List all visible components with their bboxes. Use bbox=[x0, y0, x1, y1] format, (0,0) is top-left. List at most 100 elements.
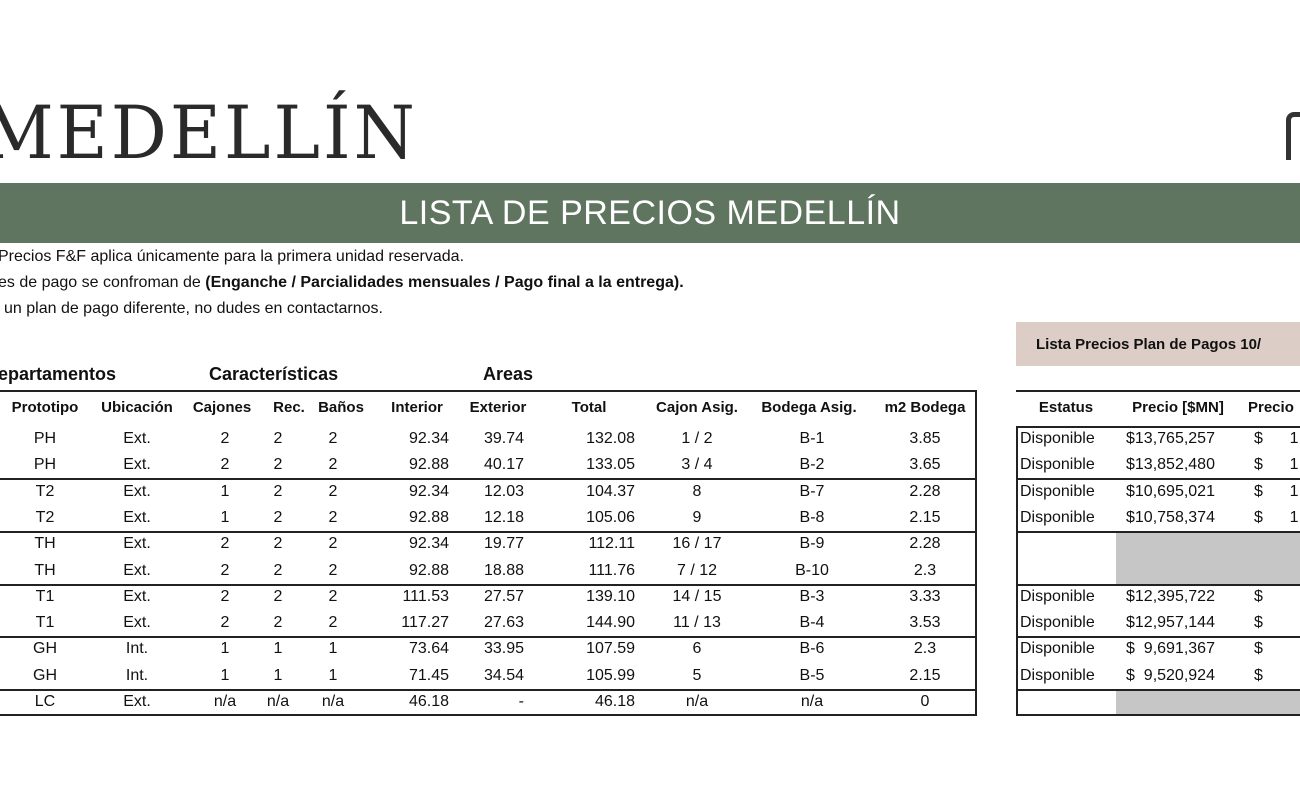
cell-cajones: 1 bbox=[220, 508, 230, 526]
table-row: GH Int. 1 1 1 71.45 34.54 105.99 5 B-5 2.15 Disponi… bbox=[0, 663, 1300, 689]
cell-bodega: B-2 bbox=[799, 456, 825, 474]
group-divider bbox=[0, 584, 977, 586]
table-row: PH Ext. 2 2 2 92.88 40.17 133.05 3 / 4 B-2 3.65 Dis… bbox=[0, 452, 1300, 478]
cell-prototipo: TH bbox=[34, 561, 56, 579]
col-header-cajon-asig: Cajon Asig. bbox=[656, 399, 738, 416]
cell-cajones: 1 bbox=[220, 640, 230, 658]
table-row: PH Ext. 2 2 2 92.34 39.74 132.08 1 / 2 B-1 3.85 Dis… bbox=[0, 426, 1300, 452]
cell-total: 105.06 bbox=[586, 508, 635, 526]
col-header-cajones: Cajones bbox=[192, 399, 252, 416]
cell-ubicacion: Ext. bbox=[123, 430, 151, 447]
cell-rec: 1 bbox=[273, 666, 283, 684]
cell-precio: $13,852,480 bbox=[1126, 456, 1215, 474]
cell-precio2: $ bbox=[1254, 614, 1263, 632]
cell-cajon: 14 / 15 bbox=[672, 587, 722, 605]
cell-estatus: Disponible bbox=[1020, 430, 1095, 447]
cell-m2: 2.3 bbox=[913, 561, 937, 579]
brand-logo: MEDELLÍN bbox=[0, 89, 418, 177]
cell-cajones: 1 bbox=[220, 482, 230, 500]
cell-cajon: 9 bbox=[692, 508, 702, 526]
cell-rec: 2 bbox=[273, 535, 283, 553]
cell-estatus: Disponible bbox=[1020, 640, 1095, 658]
cell-prototipo: GH bbox=[33, 640, 57, 658]
cell-bodega: B-6 bbox=[799, 640, 825, 658]
cell-exterior: 34.54 bbox=[483, 666, 524, 684]
cell-exterior: - bbox=[518, 693, 524, 710]
cell-banos: 2 bbox=[328, 430, 338, 447]
cell-rec: 1 bbox=[273, 640, 283, 658]
cell-rec: 2 bbox=[273, 614, 283, 632]
cell-interior: 92.34 bbox=[408, 482, 449, 500]
cell-cajon: 5 bbox=[692, 666, 702, 684]
cell-estatus: Disponible bbox=[1020, 614, 1095, 632]
cell-total: 144.90 bbox=[586, 614, 635, 632]
cell-interior: 73.64 bbox=[408, 640, 449, 658]
cell-ubicacion: Ext. bbox=[123, 561, 151, 579]
cell-cajones: 2 bbox=[220, 587, 230, 605]
cell-total: 112.11 bbox=[588, 535, 635, 553]
cell-banos: 2 bbox=[328, 482, 338, 500]
cell-cajon: 8 bbox=[692, 482, 702, 500]
cell-total: 107.59 bbox=[586, 640, 635, 658]
cell-exterior: 12.18 bbox=[483, 508, 524, 526]
cell-bodega: B-9 bbox=[799, 535, 825, 553]
cell-rec: 2 bbox=[273, 456, 283, 474]
cell-ubicacion: Int. bbox=[125, 640, 149, 658]
cell-exterior: 27.63 bbox=[483, 614, 524, 632]
cell-interior: 111.53 bbox=[402, 587, 449, 605]
cell-m2: 0 bbox=[920, 693, 930, 710]
status-table-top-rule bbox=[1016, 390, 1300, 392]
col-header-exterior: Exterior bbox=[469, 399, 527, 416]
cell-banos: n/a bbox=[321, 693, 345, 710]
cell-prototipo: GH bbox=[33, 666, 57, 684]
cell-total: 139.10 bbox=[586, 587, 635, 605]
cell-banos: 1 bbox=[328, 640, 338, 658]
cell-precio2: $ 1 bbox=[1254, 456, 1299, 474]
cell-banos: 2 bbox=[328, 587, 338, 605]
col-header-ubicacion: Ubicación bbox=[101, 399, 173, 416]
table-row: T2 Ext. 1 2 2 92.34 12.03 104.37 8 B-7 2.28 Disponi… bbox=[0, 479, 1300, 505]
col-header-prototipo: Prototipo bbox=[11, 399, 79, 416]
cell-precio2: $ bbox=[1254, 587, 1263, 605]
cell-cajones: 2 bbox=[220, 430, 230, 447]
cell-banos: 1 bbox=[328, 666, 338, 684]
cell-cajones: 2 bbox=[220, 535, 230, 553]
cell-ubicacion: Ext. bbox=[123, 535, 151, 553]
cell-bodega: B-8 bbox=[799, 508, 825, 526]
cell-rec: 2 bbox=[273, 587, 283, 605]
col-header-banos: Baños bbox=[318, 399, 364, 416]
cell-ubicacion: Ext. bbox=[123, 693, 151, 710]
note-line-3: un plan de pago diferente, no dudes en c… bbox=[4, 300, 383, 317]
cell-m2: 2.15 bbox=[909, 666, 941, 684]
col-header-bodega-asig: Bodega Asig. bbox=[761, 399, 857, 416]
cell-ubicacion: Ext. bbox=[123, 587, 151, 605]
cell-estatus: Disponible bbox=[1020, 456, 1095, 474]
payment-plan-header: Lista Precios Plan de Pagos 10/ bbox=[1016, 322, 1300, 366]
cell-banos: 2 bbox=[328, 508, 338, 526]
secondary-logo-mark bbox=[1286, 112, 1300, 160]
cell-m2: 2.28 bbox=[909, 482, 941, 500]
cell-precio: $ 9,520,924 bbox=[1126, 666, 1215, 684]
cell-ubicacion: Ext. bbox=[123, 508, 151, 526]
cell-banos: 2 bbox=[328, 561, 338, 579]
page-title: LISTA DE PRECIOS MEDELLÍN bbox=[399, 193, 901, 232]
cell-exterior: 39.74 bbox=[483, 430, 524, 447]
cell-ubicacion: Int. bbox=[125, 666, 149, 684]
cell-cajon: 16 / 17 bbox=[672, 535, 722, 553]
col-header-interior: Interior bbox=[391, 399, 443, 416]
table-row: GH Int. 1 1 1 73.64 33.95 107.59 6 B-6 2.3 Disponib… bbox=[0, 636, 1300, 662]
cell-cajones: 2 bbox=[220, 456, 230, 474]
cell-interior: 92.88 bbox=[408, 456, 449, 474]
cell-interior: 71.45 bbox=[408, 666, 449, 684]
cell-prototipo: PH bbox=[33, 456, 57, 474]
cell-rec: 2 bbox=[273, 508, 283, 526]
cell-exterior: 40.17 bbox=[483, 456, 524, 474]
cell-precio2: $ bbox=[1254, 666, 1263, 684]
cell-cajon: 1 / 2 bbox=[681, 430, 713, 447]
cell-bodega: B-10 bbox=[795, 561, 829, 579]
cell-bodega: B-7 bbox=[799, 482, 825, 500]
section-departamentos: epartamentos bbox=[0, 364, 117, 384]
table-row: T1 Ext. 2 2 2 117.27 27.63 144.90 11 / 13 B-4 3.53… bbox=[0, 610, 1300, 636]
cell-ubicacion: Ext. bbox=[123, 482, 151, 500]
cell-estatus: Disponible bbox=[1020, 482, 1095, 500]
